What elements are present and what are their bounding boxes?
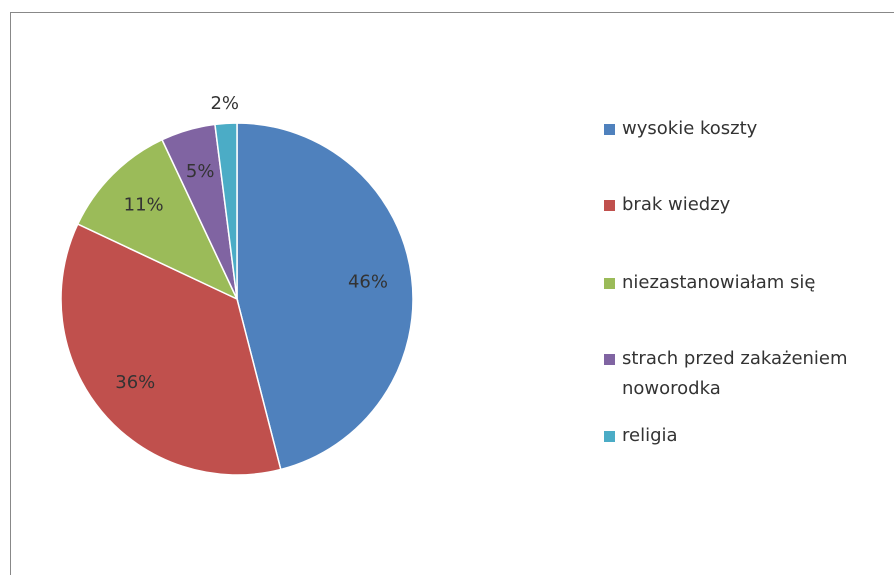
data-label: 36% — [115, 372, 155, 393]
legend-item: wysokie koszty — [604, 114, 892, 144]
pie-slice — [60, 223, 282, 476]
legend-label: wysokie koszty — [622, 118, 758, 139]
pie-slice — [236, 122, 414, 471]
legend-swatch — [604, 124, 615, 135]
legend-item: brak wiedzy — [604, 190, 892, 220]
legend-swatch — [604, 431, 615, 442]
legend-swatch — [604, 354, 615, 365]
legend-item: niezastanowiałam się — [604, 268, 892, 298]
legend-label: niezastanowiałam się — [622, 272, 816, 293]
pie-slice — [76, 138, 239, 301]
legend-label: brak wiedzy — [622, 194, 731, 215]
data-label: 46% — [348, 271, 388, 292]
data-label: 11% — [124, 195, 164, 216]
legend-label: religia — [622, 425, 678, 446]
legend-label: strach przed zakażeniem noworodka — [622, 348, 848, 399]
legend-item: religia — [604, 421, 892, 451]
chart-frame — [10, 12, 894, 575]
data-label: 5% — [186, 161, 215, 182]
pie-slice — [214, 122, 238, 300]
data-label: 2% — [210, 93, 239, 114]
legend-swatch — [604, 200, 615, 211]
legend-item: strach przed zakażeniem noworodka — [604, 344, 892, 404]
legend-swatch — [604, 278, 615, 289]
